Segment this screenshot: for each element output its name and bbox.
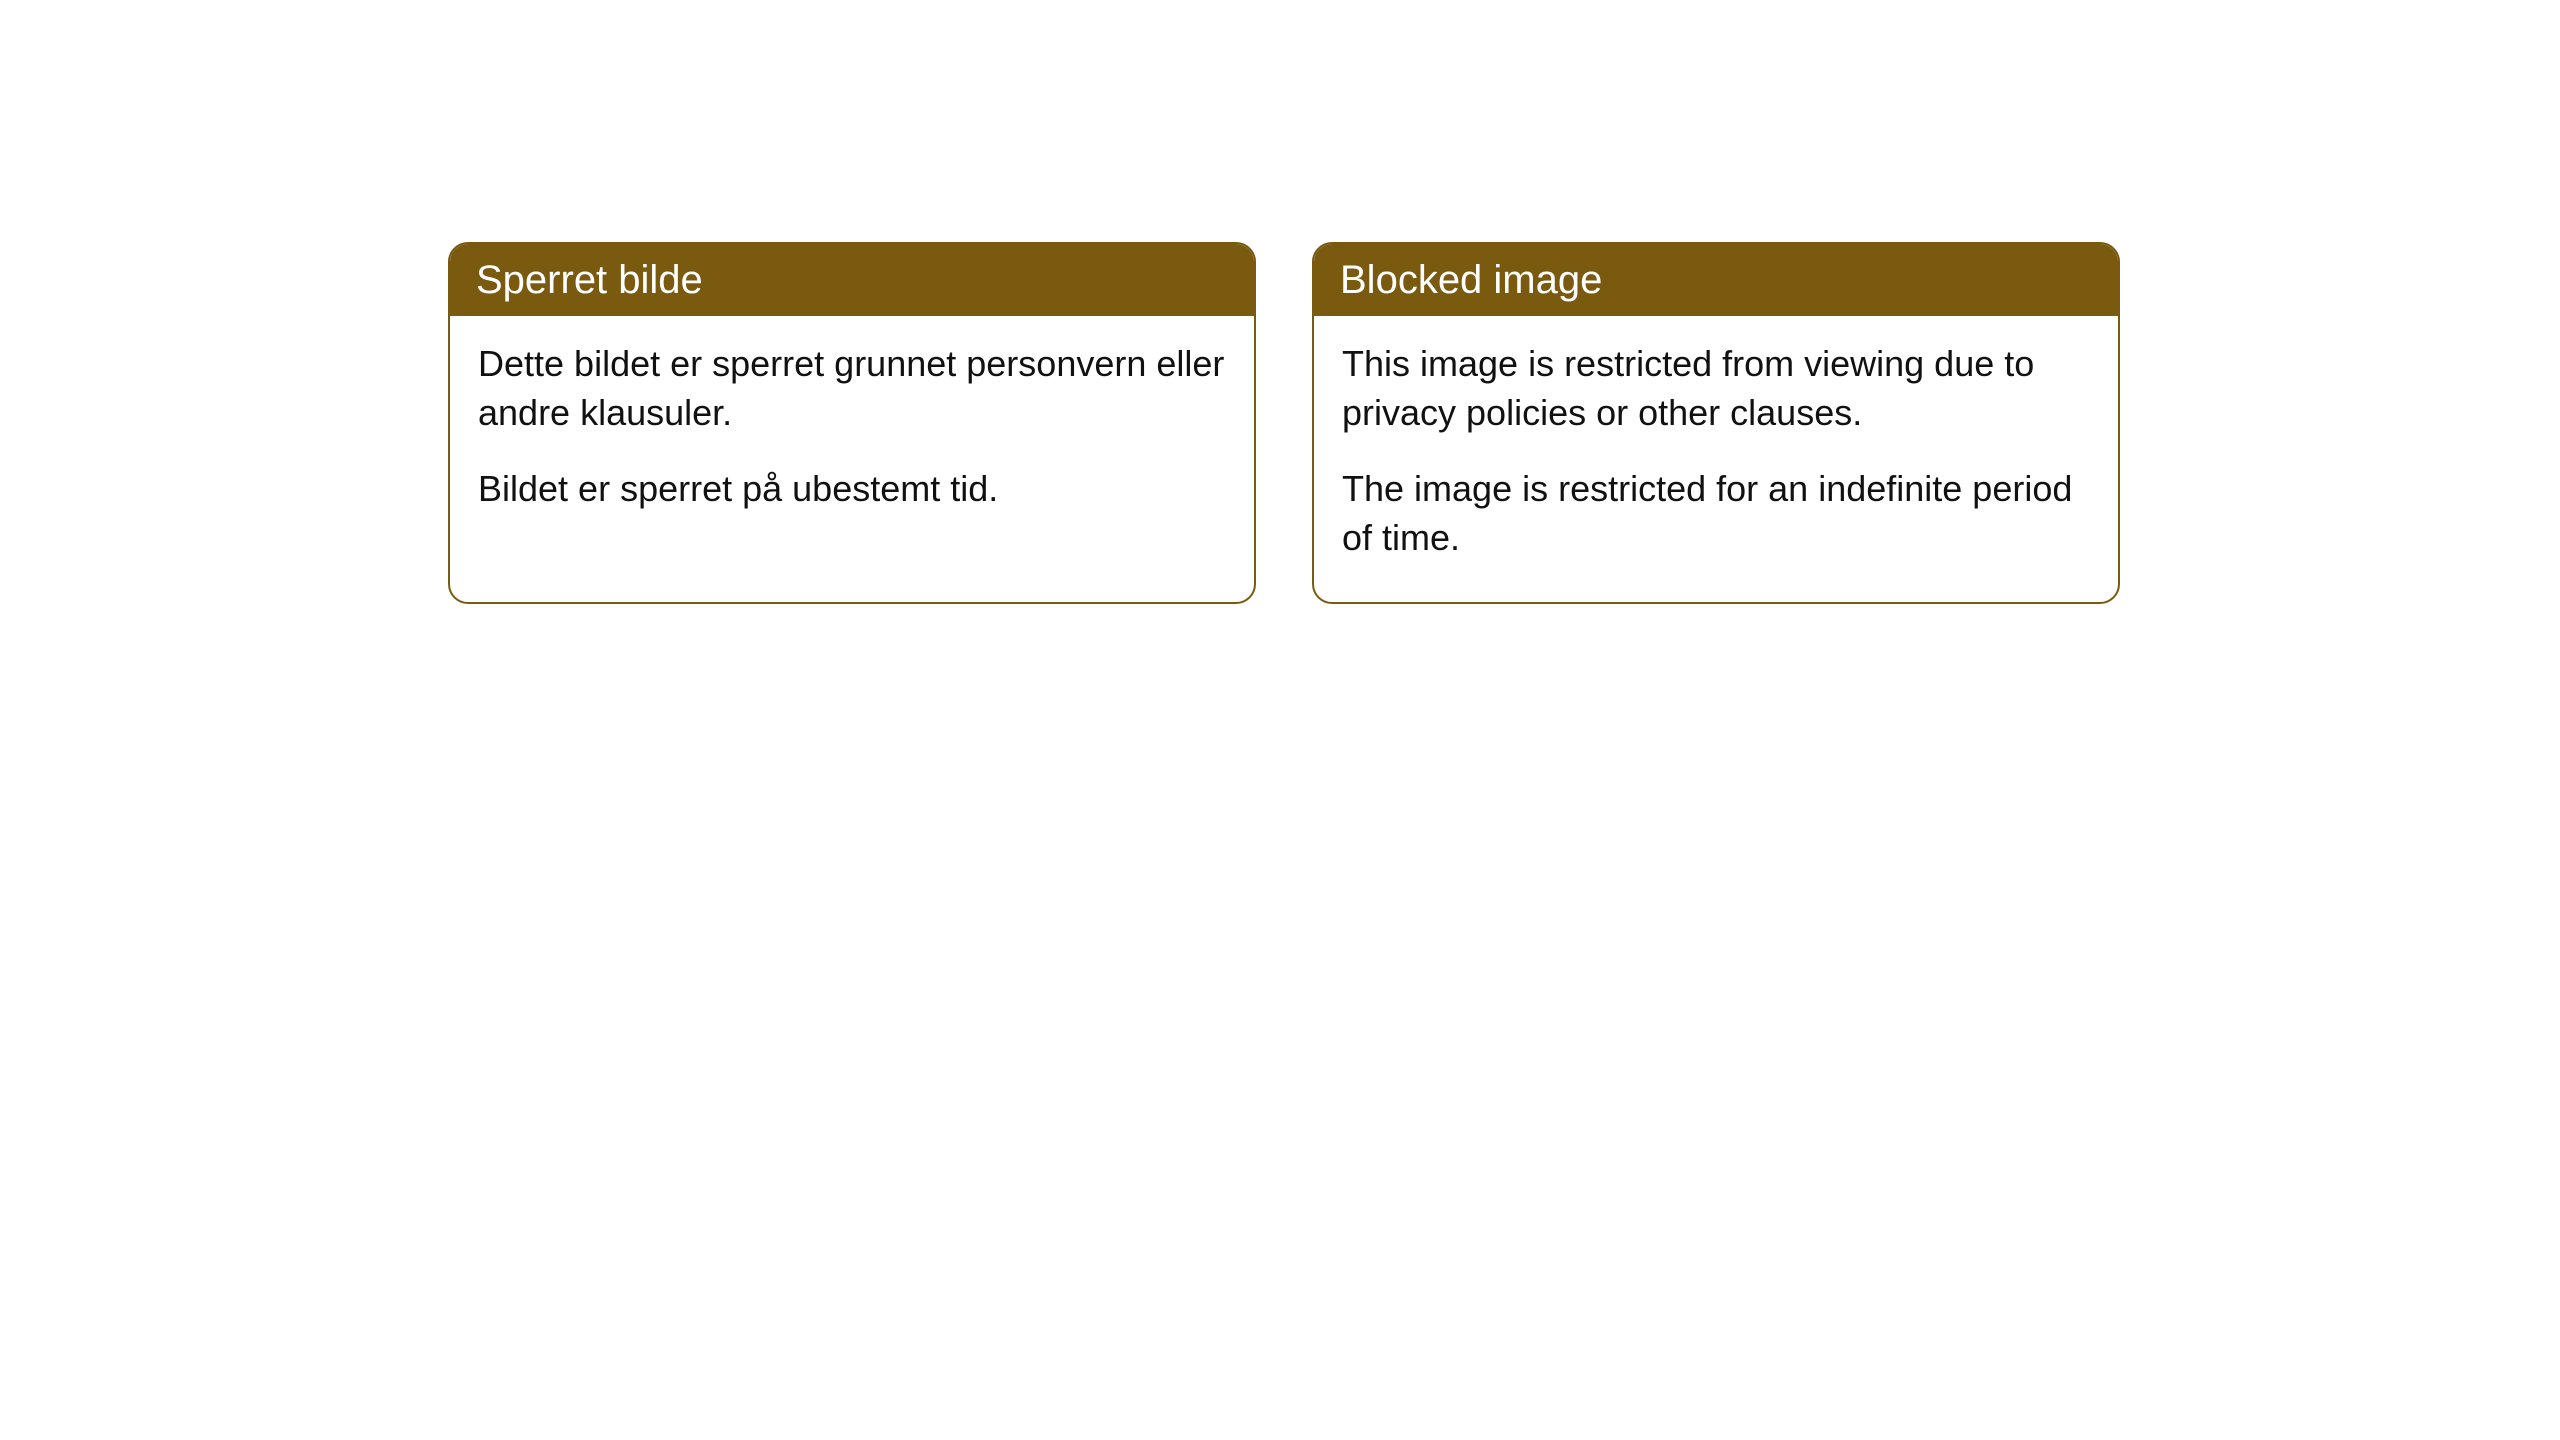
notice-cards-container: Sperret bilde Dette bildet er sperret gr…: [448, 242, 2120, 604]
card-paragraph-2: The image is restricted for an indefinit…: [1342, 465, 2090, 562]
card-paragraph-1: This image is restricted from viewing du…: [1342, 340, 2090, 437]
card-paragraph-2: Bildet er sperret på ubestemt tid.: [478, 465, 1226, 514]
card-body: This image is restricted from viewing du…: [1314, 316, 2118, 602]
card-body: Dette bildet er sperret grunnet personve…: [450, 316, 1254, 554]
card-paragraph-1: Dette bildet er sperret grunnet personve…: [478, 340, 1226, 437]
card-title: Sperret bilde: [450, 244, 1254, 316]
blocked-image-card-english: Blocked image This image is restricted f…: [1312, 242, 2120, 604]
card-title: Blocked image: [1314, 244, 2118, 316]
blocked-image-card-norwegian: Sperret bilde Dette bildet er sperret gr…: [448, 242, 1256, 604]
